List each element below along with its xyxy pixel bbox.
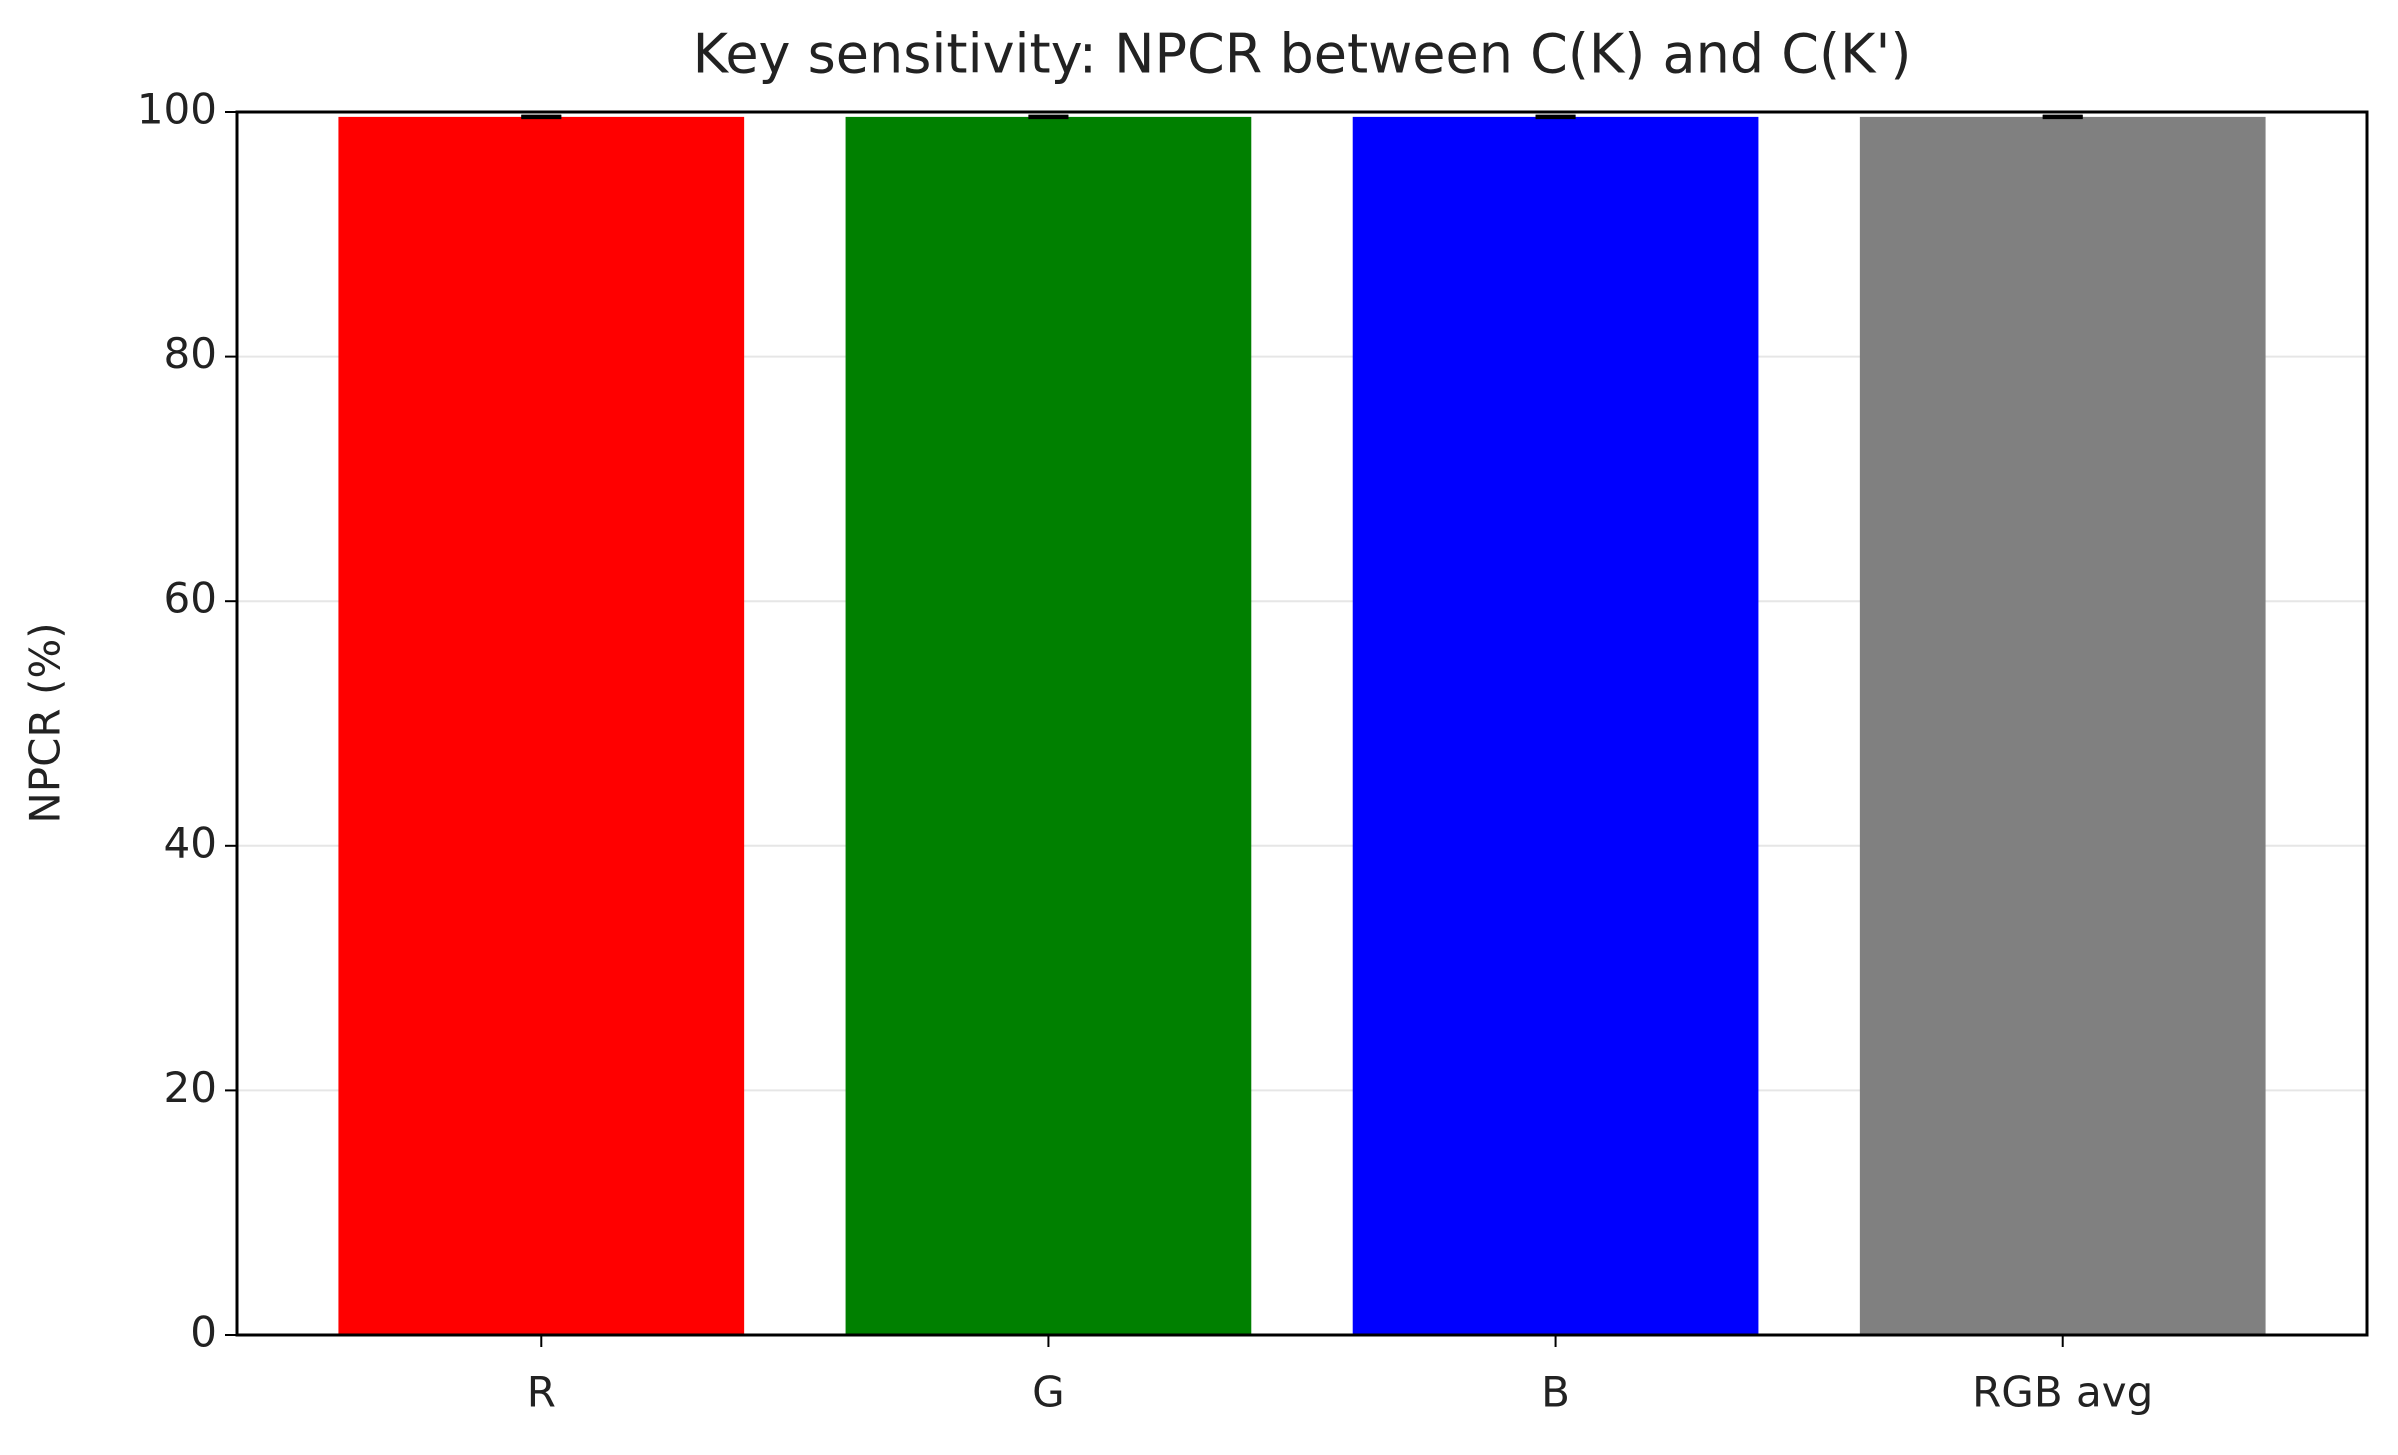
x-tick-label: B [1541, 1368, 1570, 1417]
x-tick-label: R [527, 1368, 556, 1417]
y-axis-label: NPCR (%) [21, 622, 70, 823]
bar [845, 116, 1252, 1336]
y-tick-label: 20 [164, 1063, 217, 1112]
x-tick-label: G [1032, 1368, 1065, 1417]
y-tick-label: 100 [137, 85, 217, 134]
y-tick-label: 80 [164, 329, 217, 378]
x-tick-label: RGB avg [1972, 1368, 2153, 1417]
y-tick-label: 0 [190, 1308, 217, 1357]
bar [338, 116, 745, 1336]
y-tick-label: 60 [164, 574, 217, 623]
plot-frame [235, 110, 2369, 1337]
y-tick-label: 40 [164, 818, 217, 867]
chart-title: Key sensitivity: NPCR between C(K) and C… [693, 23, 1912, 86]
bar [1352, 116, 1759, 1336]
bar [1859, 116, 2266, 1336]
